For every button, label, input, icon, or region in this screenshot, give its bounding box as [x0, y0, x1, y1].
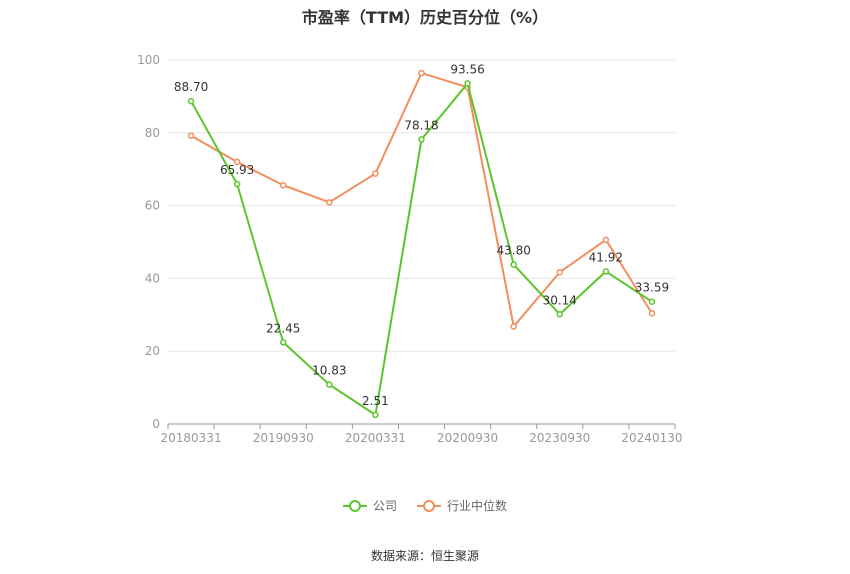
legend-industry-marker-icon	[417, 499, 441, 513]
data-point-company	[556, 311, 564, 318]
series-line-industry-median	[190, 72, 653, 328]
data-point-company	[648, 298, 656, 305]
x-tick-label: 20200930	[437, 431, 498, 445]
data-point-industry-median	[556, 268, 564, 276]
legend: 公司 行业中位数	[0, 497, 850, 514]
data-point-company	[418, 136, 425, 143]
data-point-company	[464, 80, 471, 87]
data-point-industry-median	[648, 310, 656, 317]
data-point-industry-median	[279, 181, 287, 189]
legend-item-industry-median[interactable]: 行业中位数	[417, 497, 507, 514]
data-label: 30.14	[543, 293, 577, 307]
data-point-industry-median	[418, 69, 425, 77]
legend-company-label: 公司	[372, 499, 397, 513]
data-point-industry-median	[510, 323, 517, 330]
data-point-company	[602, 268, 610, 275]
data-point-company	[279, 339, 287, 346]
y-tick-label: 20	[145, 344, 160, 358]
series-layer	[187, 69, 656, 419]
label-layer: 88.70 65.93 22.45 10.83 2.51 78.18 93.56 43.80 3…	[174, 62, 669, 407]
data-label: 65.93	[220, 163, 254, 177]
x-tick-label: 20200331	[345, 431, 406, 445]
data-label: 41.92	[589, 250, 623, 264]
legend-industry-median-label: 行业中位数	[447, 499, 508, 513]
data-point-industry-median	[602, 236, 610, 244]
data-point-industry-median	[372, 170, 379, 177]
data-label: 43.80	[497, 244, 531, 258]
data-label: 10.83	[312, 364, 346, 378]
y-tick-label: 80	[145, 126, 160, 140]
y-tick-label: 60	[145, 199, 160, 213]
data-point-company	[233, 180, 241, 188]
legend-company-marker-icon	[342, 499, 367, 513]
grid-layer	[168, 59, 675, 352]
data-label: 88.70	[174, 80, 208, 94]
y-tick-label: 0	[152, 417, 160, 431]
legend-item-company[interactable]: 公司	[342, 497, 397, 514]
y-tick-label: 40	[145, 271, 160, 285]
data-point-company	[510, 261, 517, 268]
data-point-company	[187, 97, 195, 105]
data-point-industry-median	[187, 132, 195, 139]
data-point-company	[372, 411, 379, 419]
data-label: 22.45	[266, 321, 300, 335]
data-point-industry-median	[233, 158, 241, 166]
data-point-industry-median	[326, 199, 333, 206]
x-tick-label: 20190930	[253, 431, 314, 445]
data-label: 78.18	[404, 118, 438, 132]
y-tick-label: 100	[137, 53, 160, 67]
x-tick-label: 20240130	[621, 431, 682, 445]
chart-title: 市盈率（TTM）历史百分位（%）	[301, 8, 549, 27]
data-label: 93.56	[450, 62, 484, 76]
x-tick-label: 20180331	[161, 431, 222, 445]
data-label: 33.59	[635, 281, 669, 295]
data-point-company	[326, 381, 333, 388]
axis-layer: 0 20 40 60 80 100 20180331 20190930 20200331 2020…	[137, 53, 682, 445]
data-label: 2.51	[362, 394, 389, 408]
data-source: 数据来源：恒生聚源	[370, 549, 479, 563]
x-tick-label: 20230930	[529, 431, 590, 445]
